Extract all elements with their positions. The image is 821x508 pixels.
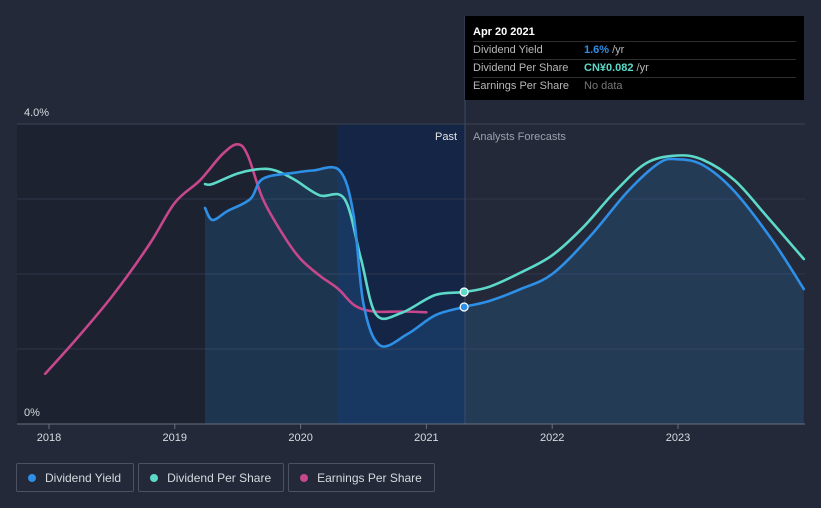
y-tick-label-bottom: 0% <box>24 407 40 419</box>
tooltip-row-dividend-per-share: Dividend Per Share CN¥0.082 /yr <box>473 59 796 77</box>
forecast-label: Analysts Forecasts <box>473 131 566 143</box>
legend-dot-icon <box>28 473 36 482</box>
tooltip-unit: /yr <box>636 62 649 74</box>
tooltip-nodata: No data <box>584 80 623 92</box>
x-tick-label: 2020 <box>288 432 312 444</box>
tooltip: Apr 20 2021 Dividend Yield 1.6% /yr Divi… <box>465 16 804 100</box>
past-label: Past <box>435 131 457 143</box>
x-tick-label: 2018 <box>37 432 61 444</box>
legend: Dividend Yield Dividend Per Share Earnin… <box>16 463 435 492</box>
x-tick-label: 2019 <box>163 432 187 444</box>
tooltip-value: 1.6% <box>584 44 610 56</box>
legend-dot-icon <box>150 473 159 482</box>
dividend-per-share-marker[interactable] <box>459 287 469 297</box>
tooltip-label: Dividend Per Share <box>473 62 569 74</box>
earnings-per-share-line <box>43 143 428 376</box>
tooltip-label: Dividend Yield <box>473 44 543 56</box>
tooltip-value: CN¥0.082 <box>584 62 634 74</box>
dividend-yield-marker[interactable] <box>459 302 469 312</box>
legend-item-dividend-yield[interactable]: Dividend Yield <box>16 463 135 492</box>
x-tick-label: 2021 <box>414 432 438 444</box>
tooltip-row-dividend-yield: Dividend Yield 1.6% /yr <box>473 41 796 59</box>
legend-label: Earnings Per Share <box>317 470 422 485</box>
tooltip-row-earnings-per-share: Earnings Per Share No data <box>473 77 796 95</box>
tooltip-unit: /yr <box>612 44 625 56</box>
legend-label: Dividend Per Share <box>167 470 272 485</box>
y-tick-label-top: 4.0% <box>24 107 49 119</box>
legend-dot-icon <box>300 473 309 482</box>
x-tick-label: 2022 <box>540 432 564 444</box>
dividend-per-share-line <box>203 154 806 321</box>
legend-item-earnings-per-share[interactable]: Earnings Per Share <box>288 463 435 492</box>
tooltip-label: Earnings Per Share <box>473 80 569 92</box>
legend-item-dividend-per-share[interactable]: Dividend Per Share <box>138 463 285 492</box>
tooltip-date: Apr 20 2021 <box>473 26 535 38</box>
legend-label: Dividend Yield <box>45 470 122 485</box>
dividend-yield-line <box>203 157 806 348</box>
x-tick-label: 2023 <box>666 432 690 444</box>
